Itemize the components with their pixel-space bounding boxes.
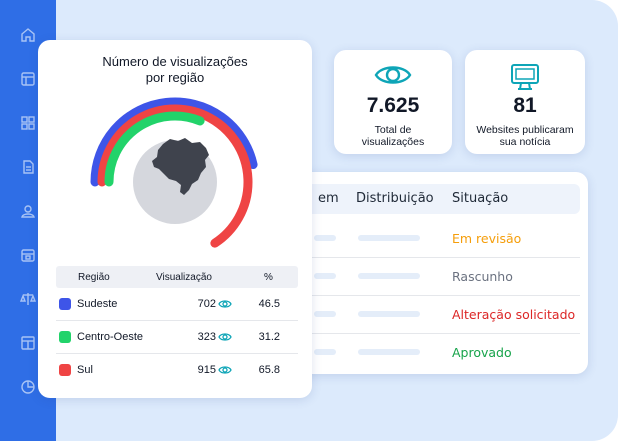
sidebar-item-window[interactable] xyxy=(17,68,39,90)
radial-bar-chart xyxy=(90,97,258,248)
sidebar-item-document[interactable] xyxy=(17,156,39,178)
eye-icon xyxy=(218,333,232,341)
status-text: Aprovado xyxy=(452,345,512,360)
column-header-region: Região xyxy=(78,272,110,283)
table-header: em Distribuição Situação xyxy=(300,184,580,214)
radial-bar-centro-oeste xyxy=(104,111,205,187)
radial-bar-sudeste xyxy=(90,97,258,187)
scale-icon xyxy=(20,293,36,305)
region-views: 915 xyxy=(197,364,216,376)
sidebar-item-pie-chart[interactable] xyxy=(17,376,39,398)
legend-swatch xyxy=(59,298,71,310)
total-views-label: Total de visualizações xyxy=(361,124,425,148)
radial-bar-sul xyxy=(97,104,253,248)
region-row-sudeste[interactable]: Sudeste 702 46.5 xyxy=(56,288,298,321)
grid-icon xyxy=(21,116,35,130)
column-header-distribution: Distribuição xyxy=(356,191,434,206)
total-views-card: 7.625 Total de visualizações xyxy=(334,50,452,154)
total-views-value: 7.625 xyxy=(366,94,420,117)
status-text: Em revisão xyxy=(452,231,522,246)
region-percent: 46.5 xyxy=(258,298,280,310)
websites-card: 81 Websites publicaram sua notícia xyxy=(465,50,585,154)
region-table-header: Região Visualização % xyxy=(56,266,298,288)
column-header-status: Situação xyxy=(452,191,509,206)
sidebar-item-layout[interactable] xyxy=(17,332,39,354)
eye-icon xyxy=(218,300,232,308)
layout-icon xyxy=(21,336,35,350)
region-name: Sul xyxy=(77,364,93,376)
region-row-sul[interactable]: Sul 915 65.8 xyxy=(56,354,298,387)
monitor-icon xyxy=(511,64,539,90)
status-text: Rascunho xyxy=(452,269,513,284)
sidebar-item-users[interactable] xyxy=(17,200,39,222)
websites-label: Websites publicaram sua notícia xyxy=(476,124,574,148)
region-percent: 31.2 xyxy=(258,331,280,343)
column-header-percent: % xyxy=(264,272,273,283)
table-row[interactable]: Aprovado xyxy=(300,334,580,372)
document-icon xyxy=(23,160,34,174)
table-row[interactable]: Rascunho xyxy=(300,258,580,296)
chart-title: Número de visualizações por região xyxy=(102,54,248,85)
pie-chart-icon xyxy=(21,380,35,394)
region-percent: 65.8 xyxy=(258,364,280,376)
sidebar-item-scale[interactable] xyxy=(17,288,39,310)
legend-swatch xyxy=(59,364,71,376)
window-icon xyxy=(21,72,35,86)
status-text: Alteração solicitado xyxy=(452,307,576,322)
table-row[interactable]: Alteração solicitado xyxy=(300,296,580,334)
sidebar-item-home[interactable] xyxy=(17,24,39,46)
region-row-centro-oeste[interactable]: Centro-Oeste 323 31.2 xyxy=(56,321,298,354)
region-table: Região Visualização % Sudeste 702 46.5 C… xyxy=(56,266,298,387)
sidebar-item-calendar[interactable] xyxy=(17,244,39,266)
table-row[interactable]: Em revisão xyxy=(300,220,580,258)
views-by-region-card: Número de visualizações por região Regiã… xyxy=(38,40,312,398)
brazil-map-icon xyxy=(152,138,209,195)
eye-icon xyxy=(374,66,412,84)
websites-value: 81 xyxy=(513,94,537,117)
column-header-date: em xyxy=(318,191,339,206)
region-views: 702 xyxy=(197,298,216,310)
eye-icon xyxy=(218,366,232,374)
legend-swatch xyxy=(59,331,71,343)
column-header-views: Visualização xyxy=(156,272,212,283)
region-name: Centro-Oeste xyxy=(77,331,144,343)
region-name: Sudeste xyxy=(77,298,118,310)
region-views: 323 xyxy=(197,331,216,343)
sidebar-item-grid[interactable] xyxy=(17,112,39,134)
calendar-icon xyxy=(21,249,35,262)
home-icon xyxy=(21,28,35,42)
news-status-table: em Distribuição Situação Em revisão Rasc… xyxy=(290,172,588,374)
users-icon xyxy=(21,205,35,218)
